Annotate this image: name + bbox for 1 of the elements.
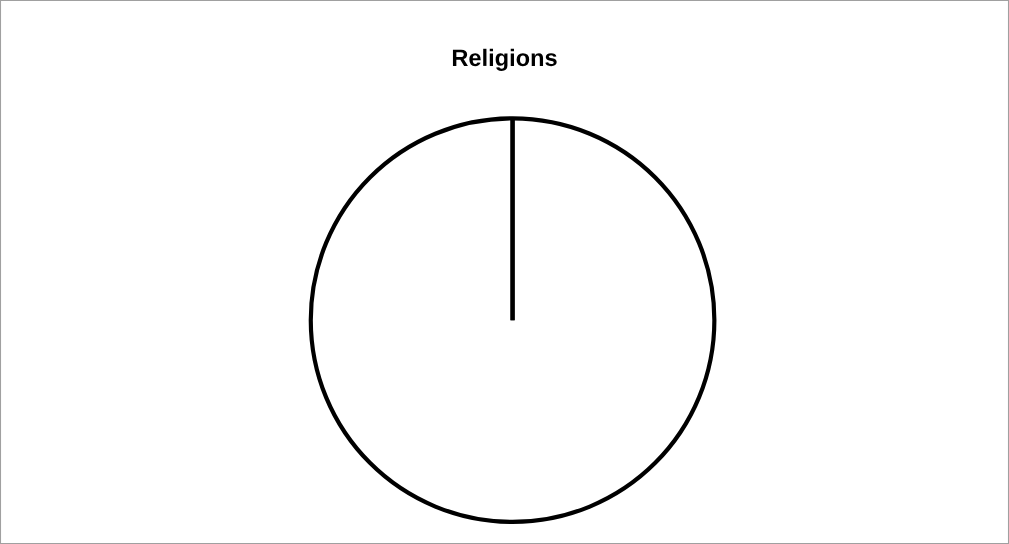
chart-title: Religions	[452, 48, 557, 71]
